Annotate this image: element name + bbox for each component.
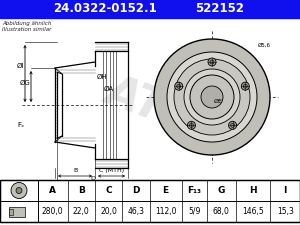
Text: 146,5: 146,5 <box>242 207 264 216</box>
Circle shape <box>11 182 27 198</box>
Text: C: C <box>105 186 112 195</box>
Circle shape <box>154 39 270 155</box>
Circle shape <box>201 86 223 108</box>
Text: B: B <box>73 168 77 173</box>
Text: 5/9: 5/9 <box>188 207 200 216</box>
Text: ØA: ØA <box>104 86 114 92</box>
Text: G: G <box>218 186 225 195</box>
Text: ØE: ØE <box>214 99 223 104</box>
Circle shape <box>188 121 195 129</box>
Text: Fₓ: Fₓ <box>17 122 24 128</box>
Text: 22,0: 22,0 <box>73 207 90 216</box>
Text: E: E <box>163 186 169 195</box>
Text: Ø5,6: Ø5,6 <box>258 43 271 48</box>
Bar <box>9 209 13 214</box>
Text: 24.0322-0152.1: 24.0322-0152.1 <box>53 2 157 16</box>
Text: D: D <box>132 186 140 195</box>
Text: 112,0: 112,0 <box>155 207 176 216</box>
Circle shape <box>210 60 214 64</box>
Text: 15,3: 15,3 <box>277 207 294 216</box>
Bar <box>9 207 25 216</box>
Text: I: I <box>284 186 287 195</box>
Text: ØG: ØG <box>19 79 30 86</box>
Text: H: H <box>250 186 257 195</box>
Circle shape <box>174 59 250 135</box>
Text: A: A <box>49 186 56 195</box>
Circle shape <box>167 52 257 142</box>
Circle shape <box>231 123 235 127</box>
Text: 46,3: 46,3 <box>128 207 145 216</box>
Text: 68,0: 68,0 <box>213 207 230 216</box>
Circle shape <box>175 82 183 90</box>
Text: Illustration similar: Illustration similar <box>2 27 51 32</box>
Text: Abbildung ähnlich: Abbildung ähnlich <box>2 21 51 26</box>
Circle shape <box>189 123 194 127</box>
Text: ØI: ØI <box>16 63 24 68</box>
Circle shape <box>243 84 247 88</box>
Text: F₁₃: F₁₃ <box>187 186 201 195</box>
Circle shape <box>241 82 249 90</box>
Bar <box>0 180 300 222</box>
Circle shape <box>184 69 240 125</box>
Text: D: D <box>90 176 95 181</box>
Text: 522152: 522152 <box>196 2 244 16</box>
Text: C (MTH): C (MTH) <box>99 168 124 173</box>
Text: 20,0: 20,0 <box>100 207 117 216</box>
Circle shape <box>16 187 22 194</box>
Text: ØH: ØH <box>97 74 108 80</box>
Circle shape <box>229 121 237 129</box>
Circle shape <box>177 84 181 88</box>
Circle shape <box>190 75 234 119</box>
Bar <box>0 180 300 222</box>
Text: 280,0: 280,0 <box>42 207 64 216</box>
Text: B: B <box>78 186 85 195</box>
Bar <box>0 0 300 18</box>
Text: ATE: ATE <box>100 69 200 141</box>
Circle shape <box>208 58 216 66</box>
